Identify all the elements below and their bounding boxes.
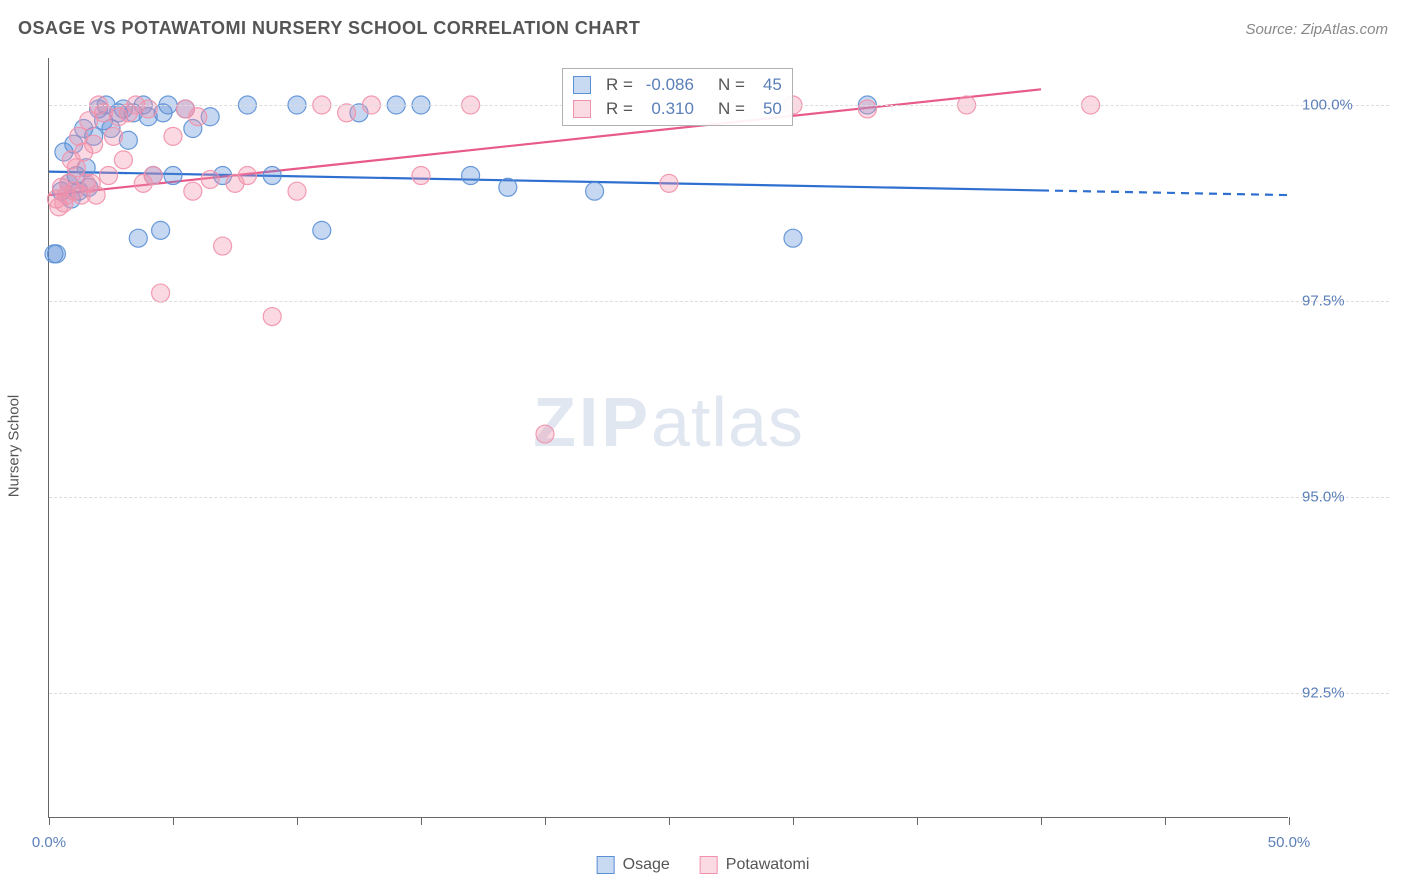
data-point-potawatomi xyxy=(104,127,122,145)
y-tick-label: 92.5% xyxy=(1302,684,1382,701)
series-legend-item: Potawatomi xyxy=(700,856,810,874)
series-legend: Osage Potawatomi xyxy=(597,856,810,874)
x-tick xyxy=(545,817,546,825)
data-point-potawatomi xyxy=(85,135,103,153)
x-tick xyxy=(297,817,298,825)
title-bar: OSAGE VS POTAWATOMI NURSERY SCHOOL CORRE… xyxy=(18,18,1388,39)
x-tick xyxy=(669,817,670,825)
x-tick xyxy=(421,817,422,825)
data-point-potawatomi xyxy=(201,170,219,188)
y-tick-label: 95.0% xyxy=(1302,488,1382,505)
legend-n-value: 50 xyxy=(752,99,782,119)
x-tick xyxy=(173,817,174,825)
data-point-potawatomi xyxy=(660,174,678,192)
data-point-osage xyxy=(263,167,281,185)
legend-r-label: R = xyxy=(606,99,633,119)
legend-n-value: 45 xyxy=(752,75,782,95)
legend-r-value: -0.086 xyxy=(640,75,694,95)
plot-area: ZIPatlas 92.5%95.0%97.5%100.0%0.0%50.0% xyxy=(48,58,1288,818)
data-point-potawatomi xyxy=(412,167,430,185)
legend-swatch xyxy=(573,100,591,118)
data-point-potawatomi xyxy=(164,127,182,145)
y-tick-label: 100.0% xyxy=(1302,97,1382,114)
series-legend-label: Osage xyxy=(623,856,670,873)
gridline-h xyxy=(49,693,1389,694)
legend-n-label: N = xyxy=(718,75,745,95)
series-legend-item: Osage xyxy=(597,856,670,874)
data-point-potawatomi xyxy=(288,182,306,200)
data-point-potawatomi xyxy=(214,237,232,255)
legend-swatch xyxy=(573,76,591,94)
data-point-osage xyxy=(47,245,65,263)
x-tick xyxy=(1041,817,1042,825)
regression-line-dashed-osage xyxy=(1041,190,1289,195)
legend-n-label: N = xyxy=(718,99,745,119)
data-point-potawatomi xyxy=(536,425,554,443)
data-point-osage xyxy=(152,221,170,239)
correlation-legend-box: R = -0.086 N = 45 R = 0.310 N = 50 xyxy=(562,68,793,126)
y-tick-label: 97.5% xyxy=(1302,292,1382,309)
plot-svg xyxy=(49,58,1288,817)
source-label: Source: ZipAtlas.com xyxy=(1245,21,1388,38)
data-point-potawatomi xyxy=(100,167,118,185)
legend-row: R = -0.086 N = 45 xyxy=(573,73,782,97)
legend-r-value: 0.310 xyxy=(640,99,694,119)
data-point-osage xyxy=(129,229,147,247)
x-tick xyxy=(49,817,50,825)
data-point-potawatomi xyxy=(87,186,105,204)
x-tick-label: 50.0% xyxy=(1268,834,1311,851)
data-point-osage xyxy=(313,221,331,239)
legend-row: R = 0.310 N = 50 xyxy=(573,97,782,121)
data-point-potawatomi xyxy=(184,182,202,200)
gridline-h xyxy=(49,497,1389,498)
data-point-osage xyxy=(462,167,480,185)
x-tick xyxy=(1165,817,1166,825)
x-tick xyxy=(793,817,794,825)
y-axis-label: Nursery School xyxy=(6,395,23,498)
data-point-potawatomi xyxy=(858,100,876,118)
legend-swatch xyxy=(597,856,615,874)
data-point-potawatomi xyxy=(114,151,132,169)
data-point-potawatomi xyxy=(144,167,162,185)
data-point-osage xyxy=(499,178,517,196)
chart-container: OSAGE VS POTAWATOMI NURSERY SCHOOL CORRE… xyxy=(0,0,1406,892)
series-legend-label: Potawatomi xyxy=(726,856,810,873)
legend-r-label: R = xyxy=(606,75,633,95)
x-tick xyxy=(917,817,918,825)
data-point-potawatomi xyxy=(139,100,157,118)
data-point-potawatomi xyxy=(152,284,170,302)
data-point-osage xyxy=(586,182,604,200)
data-point-osage xyxy=(784,229,802,247)
chart-title: OSAGE VS POTAWATOMI NURSERY SCHOOL CORRE… xyxy=(18,18,640,39)
data-point-potawatomi xyxy=(189,108,207,126)
data-point-potawatomi xyxy=(338,104,356,122)
data-point-potawatomi xyxy=(263,308,281,326)
x-tick-label: 0.0% xyxy=(32,834,66,851)
x-tick xyxy=(1289,817,1290,825)
data-point-potawatomi xyxy=(238,167,256,185)
legend-swatch xyxy=(700,856,718,874)
gridline-h xyxy=(49,301,1389,302)
data-point-osage xyxy=(164,167,182,185)
